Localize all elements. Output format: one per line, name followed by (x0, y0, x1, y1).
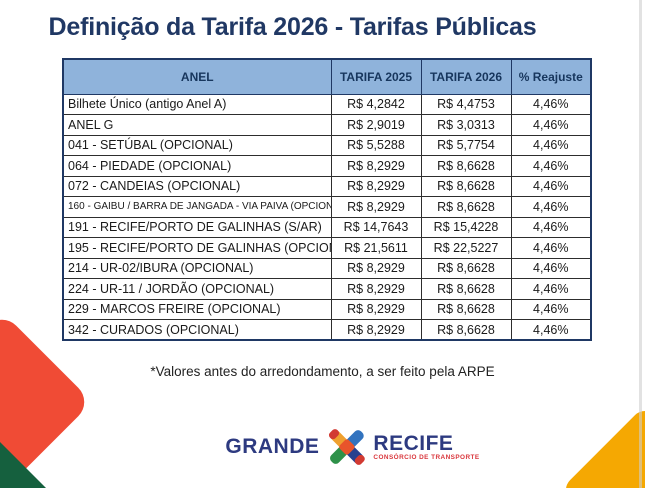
slide-edge-line (639, 0, 642, 488)
page-title: Definição da Tarifa 2026 - Tarifas Públi… (48, 13, 537, 41)
reajuste-cell: 4,46% (510, 257, 592, 279)
reajuste-cell: 4,46% (510, 319, 592, 341)
tarifa-2026-cell: R$ 8,6628 (420, 155, 512, 177)
tarifa-2026-cell: R$ 8,6628 (420, 278, 512, 300)
tarifa-2026-cell: R$ 4,4753 (420, 93, 512, 115)
anel-cell: 342 - CURADOS (OPCIONAL) (62, 319, 332, 341)
grande-recife-logo: GRANDE RECIFE CONSÓRC (225, 424, 479, 470)
logo-grande-text: GRANDE (225, 435, 320, 458)
yellow-triangle-shape (560, 405, 645, 488)
reajuste-cell: 4,46% (510, 278, 592, 300)
logo-recife-text: RECIFE (373, 431, 454, 455)
anel-cell: 160 - GAIBU / BARRA DE JANGADA - VIA PAI… (62, 196, 332, 218)
tarifa-2025-cell: R$ 8,2929 (330, 298, 422, 320)
tarifa-2025-cell: R$ 8,2929 (330, 278, 422, 300)
tarifa-2025-cell: R$ 14,7643 (330, 216, 422, 238)
anel-cell: 191 - RECIFE/PORTO DE GALINHAS (S/AR) (62, 216, 332, 238)
tarifa-2026-cell: R$ 22,5227 (420, 237, 512, 259)
table-row: 160 - GAIBU / BARRA DE JANGADA - VIA PAI… (62, 196, 592, 218)
tarifa-2025-cell: R$ 4,2842 (330, 93, 422, 115)
tarifa-2025-cell: R$ 8,2929 (330, 175, 422, 197)
tarifa-2025-cell: R$ 8,2929 (330, 319, 422, 341)
table-header-row: ANEL TARIFA 2025 TARIFA 2026 % Reajuste (62, 58, 592, 95)
reajuste-cell: 4,46% (510, 114, 592, 136)
tarifa-2025-cell: R$ 21,5611 (330, 237, 422, 259)
table-row: 191 - RECIFE/PORTO DE GALINHAS (S/AR) R$ … (62, 216, 592, 238)
anel-cell: ANEL G (62, 114, 332, 136)
table-row: 041 - SETÚBAL (OPCIONAL) R$ 5,5288 R$ 5,77… (62, 134, 592, 156)
reajuste-cell: 4,46% (510, 175, 592, 197)
tarifa-2026-cell: R$ 8,6628 (420, 175, 512, 197)
tarifa-2025-cell: R$ 2,9019 (330, 114, 422, 136)
anel-cell: 224 - UR-11 / JORDÃO (OPCIONAL) (62, 278, 332, 300)
anel-cell: 041 - SETÚBAL (OPCIONAL) (62, 134, 332, 156)
reajuste-cell: 4,46% (510, 216, 592, 238)
tarifa-2026-cell: R$ 8,6628 (420, 298, 512, 320)
anel-cell: 195 - RECIFE/PORTO DE GALINHAS (OPCIONAL… (62, 237, 332, 259)
header-tarifa-2025: TARIFA 2025 (330, 58, 422, 95)
tarifa-2026-cell: R$ 8,6628 (420, 196, 512, 218)
tarifa-2026-cell: R$ 15,4228 (420, 216, 512, 238)
header-tarifa-2026: TARIFA 2026 (420, 58, 512, 95)
logo-tagline: CONSÓRCIO DE TRANSPORTE (373, 453, 480, 461)
table-row: 072 - CANDEIAS (OPCIONAL) R$ 8,2929 R$ 8,6… (62, 175, 592, 197)
reajuste-cell: 4,46% (510, 237, 592, 259)
logo-x-icon (328, 429, 365, 465)
tariff-table: ANEL TARIFA 2025 TARIFA 2026 % Reajuste … (62, 58, 592, 341)
table-row: 195 - RECIFE/PORTO DE GALINHAS (OPCIONAL… (62, 237, 592, 259)
tarifa-2025-cell: R$ 8,2929 (330, 196, 422, 218)
tarifa-2025-cell: R$ 5,5288 (330, 134, 422, 156)
table-row: ANEL G R$ 2,9019 R$ 3,0313 4,46% (62, 114, 592, 136)
tarifa-2026-cell: R$ 5,7754 (420, 134, 512, 156)
reajuste-cell: 4,46% (510, 134, 592, 156)
table-row: Bilhete Único (antigo Anel A) R$ 4,2842 R$… (62, 93, 592, 115)
table-row: 229 - MARCOS FREIRE (OPCIONAL) R$ 8,2929 R… (62, 298, 592, 320)
anel-cell: 072 - CANDEIAS (OPCIONAL) (62, 175, 332, 197)
reajuste-cell: 4,46% (510, 196, 592, 218)
reajuste-cell: 4,46% (510, 155, 592, 177)
tarifa-2026-cell: R$ 8,6628 (420, 257, 512, 279)
table-row: 342 - CURADOS (OPCIONAL) R$ 8,2929 R$ 8,66… (62, 319, 592, 341)
tarifa-2025-cell: R$ 8,2929 (330, 155, 422, 177)
header-reajuste: % Reajuste (510, 58, 592, 95)
anel-cell: 214 - UR-02/IBURA (OPCIONAL) (62, 257, 332, 279)
tarifa-2026-cell: R$ 8,6628 (420, 319, 512, 341)
reajuste-cell: 4,46% (510, 298, 592, 320)
tarifa-2025-cell: R$ 8,2929 (330, 257, 422, 279)
header-anel: ANEL (62, 58, 332, 95)
table-row: 224 - UR-11 / JORDÃO (OPCIONAL) R$ 8,2929… (62, 278, 592, 300)
reajuste-cell: 4,46% (510, 93, 592, 115)
anel-cell: Bilhete Único (antigo Anel A) (62, 93, 332, 115)
footnote: *Valores antes do arredondamento, a ser … (150, 364, 495, 379)
anel-cell: 064 - PIEDADE (OPCIONAL) (62, 155, 332, 177)
anel-cell: 229 - MARCOS FREIRE (OPCIONAL) (62, 298, 332, 320)
table-row: 214 - UR-02/IBURA (OPCIONAL) R$ 8,2929 R$ … (62, 257, 592, 279)
table-row: 064 - PIEDADE (OPCIONAL) R$ 8,2929 R$ 8,66… (62, 155, 592, 177)
tarifa-2026-cell: R$ 3,0313 (420, 114, 512, 136)
